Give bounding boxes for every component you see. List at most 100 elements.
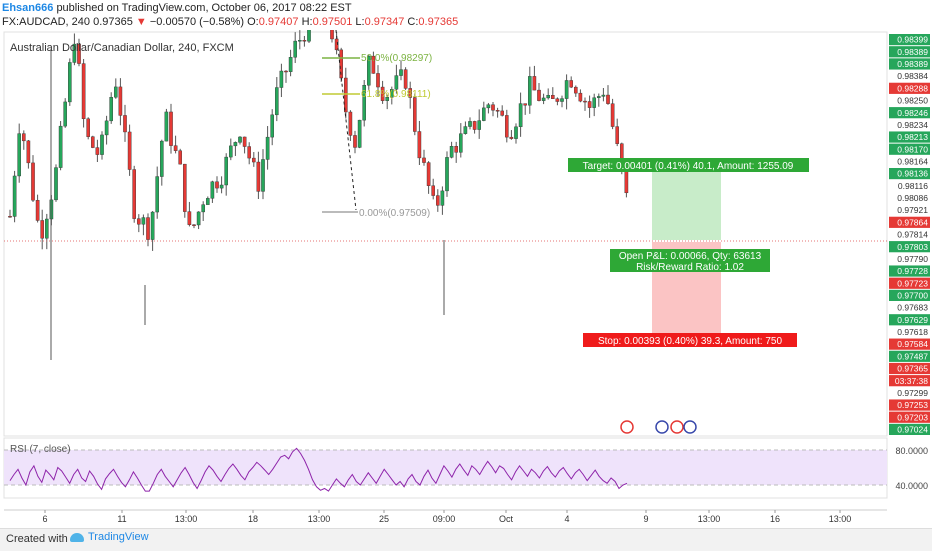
candle-body: [113, 86, 118, 98]
price-label-bg: [889, 326, 930, 338]
candle-body: [159, 140, 164, 177]
time-tick-label: 4: [564, 514, 569, 524]
candle-body: [440, 190, 445, 206]
candle-body: [40, 220, 44, 239]
rsi-axis-label: 40.0000: [895, 481, 928, 491]
candle-body: [81, 63, 86, 120]
candle-body: [90, 136, 95, 148]
close-value: 0.97365: [418, 16, 459, 28]
candle-body: [615, 126, 619, 144]
time-tick-label: 13:00: [175, 514, 198, 524]
high-label: H:: [301, 16, 313, 28]
candle-body: [302, 40, 307, 42]
footer: Created with TradingView: [0, 528, 932, 551]
candle-body: [196, 211, 201, 226]
price-label-bg: [889, 155, 930, 167]
price-label: 0.97803: [897, 242, 928, 252]
candle-body: [330, 30, 334, 40]
candle-body: [279, 70, 284, 88]
chart-canvas[interactable]: 0.98399 0.98389 0.98389 0.98384 0.98288 0.982…: [0, 30, 932, 528]
candle-body: [173, 145, 178, 151]
time-tick-label: 16: [770, 514, 780, 524]
price-label-bg: [889, 82, 930, 94]
price-label: 0.97921: [897, 205, 928, 215]
candle-body: [238, 136, 242, 143]
candle-body: [592, 97, 596, 108]
candle-body: [597, 96, 601, 98]
candle-body: [210, 181, 215, 199]
candle-body: [95, 147, 100, 155]
price-label-bg: [889, 289, 930, 301]
risk-reward-text: Risk/Reward Ratio: 1.02: [636, 262, 744, 273]
price-label: 0.97864: [897, 217, 928, 227]
fib-trend-line: [335, 30, 357, 211]
close-label: C:: [407, 16, 419, 28]
candle-body: [86, 118, 90, 137]
candle-body: [463, 126, 468, 134]
candle-body: [454, 146, 459, 153]
price-label-bg: [889, 70, 930, 82]
candle-body: [495, 110, 500, 112]
candle-body: [146, 217, 150, 240]
tradingview-logo[interactable]: TradingView: [70, 531, 149, 543]
price-label-bg: [889, 180, 930, 192]
candle-body: [413, 97, 417, 132]
price-label: 0.98389: [897, 47, 928, 57]
price-label: 0.97683: [897, 303, 928, 313]
price-label-bg: [889, 423, 930, 435]
price-label: 0.97790: [897, 254, 928, 264]
candle-body: [385, 97, 390, 101]
fib-label: 50.0%(0.98297): [361, 53, 432, 64]
time-tick-label: 13:00: [829, 514, 852, 524]
price-change: −0.00570 (−0.58%): [149, 16, 245, 28]
tradingview-icon: [70, 532, 84, 542]
open-value: 0.97407: [258, 16, 299, 28]
candle-body: [357, 119, 362, 148]
publisher-name[interactable]: Ehsan666: [2, 2, 54, 14]
price-label-bg: [889, 119, 930, 131]
candle-body: [500, 110, 505, 116]
price-label: 0.97299: [897, 388, 928, 398]
candle-body: [164, 111, 169, 142]
candle-body: [422, 157, 426, 163]
price-label-bg: [889, 216, 930, 228]
candle-body: [468, 121, 472, 127]
candle-body: [182, 163, 187, 212]
candle-body: [45, 218, 49, 239]
price-label-bg: [889, 168, 930, 180]
candle-body: [362, 85, 367, 121]
price-label: 0.97487: [897, 351, 928, 361]
chart-title: Australian Dollar/Canadian Dollar, 240, …: [10, 42, 234, 54]
candle-body: [472, 121, 477, 130]
candle-body: [275, 87, 279, 116]
candle-body: [491, 104, 495, 111]
candle-body: [77, 43, 81, 64]
event-flag-icon: [670, 420, 684, 434]
price-label-bg: [889, 350, 930, 362]
fib-label: 61.8%(0.98111): [361, 89, 431, 100]
candle-body: [399, 69, 403, 76]
stop-badge: [583, 333, 797, 347]
candle-body: [72, 43, 77, 63]
candle-body: [528, 76, 532, 106]
candle-body: [436, 195, 440, 206]
candle-body: [67, 62, 72, 103]
candle-body: [403, 69, 408, 89]
candle-body: [426, 162, 431, 186]
candle-body: [408, 88, 413, 98]
price-label: 0.98234: [897, 120, 928, 130]
event-flag-icon: [683, 420, 697, 434]
candle-body: [215, 181, 219, 189]
time-tick-label: 6: [42, 514, 47, 524]
candle-body: [555, 98, 560, 102]
price-label: 0.98246: [897, 108, 928, 118]
time-tick-label: 13:00: [308, 514, 331, 524]
candle-body: [288, 57, 293, 72]
candle-body: [449, 146, 454, 158]
price-label-bg: [889, 143, 930, 155]
candle-body: [63, 101, 67, 127]
candle-body: [353, 135, 357, 148]
candle-body: [192, 224, 196, 226]
candle-body: [150, 211, 155, 240]
price-label-bg: [889, 192, 930, 204]
